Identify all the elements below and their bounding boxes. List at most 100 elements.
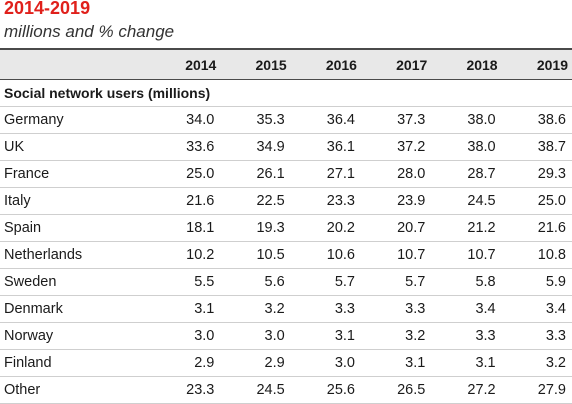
column-header-year: 2016: [290, 48, 361, 80]
table-cell-value: 18.1: [150, 214, 221, 242]
table-cell-value: 22.5: [220, 187, 291, 215]
table-row: France 25.0 26.1 27.1 28.0 28.7 29.3: [0, 160, 572, 188]
table-cell-value: 38.0: [431, 133, 502, 161]
table-cell-value: 3.2: [501, 349, 572, 377]
table-cell-value: 23.9: [360, 187, 432, 215]
row-label: Germany: [0, 106, 151, 134]
table-cell-value: 29.3: [501, 160, 572, 188]
table-row: Sweden 5.5 5.6 5.7 5.7 5.8 5.9: [0, 268, 572, 296]
data-table: 2014 2015 2016 2017 2018 2019 Social network …: [0, 48, 572, 404]
table-cell-value: 19.3: [220, 214, 291, 242]
table-cell-value: 3.3: [290, 295, 361, 323]
table-cell-value: 3.2: [220, 295, 291, 323]
row-label: Denmark: [0, 295, 151, 323]
table-cell-value: 21.6: [501, 214, 572, 242]
table-cell-value: 10.6: [290, 241, 361, 269]
table-cell-value: 10.7: [360, 241, 432, 269]
table-cell-value: 5.7: [360, 268, 432, 296]
table-cell-value: 24.5: [220, 376, 291, 404]
table-cell-value: 25.0: [501, 187, 572, 215]
table-cell-value: 26.5: [360, 376, 432, 404]
row-label: Netherlands: [0, 241, 151, 269]
row-label: Finland: [0, 349, 151, 377]
table-cell-value: 24.5: [431, 187, 502, 215]
table-cell-value: 36.4: [290, 106, 361, 134]
chart-title: 2014-2019: [4, 0, 91, 18]
row-label: Norway: [0, 322, 151, 350]
table-row: Norway 3.0 3.0 3.1 3.2 3.3 3.3: [0, 322, 572, 350]
table-row: UK 33.6 34.9 36.1 37.2 38.0 38.7: [0, 133, 572, 161]
table-cell-value: 34.9: [220, 133, 291, 161]
column-header-year: 2014: [150, 48, 221, 80]
table-cell-value: 25.6: [290, 376, 361, 404]
table-cell-value: 10.8: [501, 241, 572, 269]
table-cell-value: 20.2: [290, 214, 361, 242]
table-cell-value: 36.1: [290, 133, 361, 161]
table-cell-value: 5.8: [431, 268, 502, 296]
table-cell-value: 5.9: [501, 268, 572, 296]
table-cell-value: 33.6: [150, 133, 221, 161]
row-label: Italy: [0, 187, 151, 215]
header-label-cell: [0, 48, 151, 80]
table-cell-value: 34.0: [150, 106, 221, 134]
table-cell-value: 25.0: [150, 160, 221, 188]
table-row: Germany 34.0 35.3 36.4 37.3 38.0 38.6: [0, 106, 572, 134]
table-row: Finland 2.9 2.9 3.0 3.1 3.1 3.2: [0, 349, 572, 377]
table-cell-value: 3.4: [431, 295, 502, 323]
row-label: Sweden: [0, 268, 151, 296]
table-cell-value: 28.0: [360, 160, 432, 188]
table-cell-value: 5.5: [150, 268, 221, 296]
table-cell-value: 27.9: [501, 376, 572, 404]
table-cell-value: 3.1: [290, 322, 361, 350]
table-cell-value: 37.2: [360, 133, 432, 161]
table-row: Spain 18.1 19.3 20.2 20.7 21.2 21.6: [0, 214, 572, 242]
table-row: Other 23.3 24.5 25.6 26.5 27.2 27.9: [0, 376, 572, 404]
table-cell-value: 38.6: [501, 106, 572, 134]
table-cell-value: 21.2: [431, 214, 502, 242]
table-cell-value: 3.0: [220, 322, 291, 350]
table-cell-value: 2.9: [150, 349, 221, 377]
table-body: Social network users (millions) Germany 3…: [0, 79, 572, 404]
table-cell-value: 23.3: [290, 187, 361, 215]
table-row: Netherlands 10.2 10.5 10.6 10.7 10.7 10.8: [0, 241, 572, 269]
table-cell-value: 5.6: [220, 268, 291, 296]
table-cell-value: 3.0: [290, 349, 361, 377]
section-label: Social network users (millions): [0, 79, 572, 107]
data-table-container: 2014 2015 2016 2017 2018 2019 Social network …: [0, 48, 572, 404]
table-cell-value: 20.7: [360, 214, 432, 242]
table-cell-value: 2.9: [220, 349, 291, 377]
table-row: Italy 21.6 22.5 23.3 23.9 24.5 25.0: [0, 187, 572, 215]
chart-subtitle: millions and % change: [4, 22, 175, 41]
row-label: France: [0, 160, 151, 188]
table-cell-value: 3.1: [150, 295, 221, 323]
row-label: UK: [0, 133, 151, 161]
table-cell-value: 3.0: [150, 322, 221, 350]
table-cell-value: 26.1: [220, 160, 291, 188]
table-cell-value: 3.4: [501, 295, 572, 323]
table-cell-value: 21.6: [150, 187, 221, 215]
table-cell-value: 3.2: [360, 322, 432, 350]
table-cell-value: 3.1: [431, 349, 502, 377]
table-cell-value: 35.3: [220, 106, 291, 134]
table-cell-value: 3.1: [360, 349, 432, 377]
table-cell-value: 28.7: [431, 160, 502, 188]
table-cell-value: 10.2: [150, 241, 221, 269]
table-cell-value: 10.7: [431, 241, 502, 269]
row-label: Spain: [0, 214, 151, 242]
column-header-year: 2019: [501, 48, 572, 80]
column-header-year: 2015: [220, 48, 291, 80]
table-cell-value: 3.3: [501, 322, 572, 350]
table-cell-value: 27.2: [431, 376, 502, 404]
column-header-year: 2017: [360, 48, 432, 80]
column-header-year: 2018: [431, 48, 502, 80]
table-cell-value: 27.1: [290, 160, 361, 188]
section-row: Social network users (millions): [0, 79, 572, 107]
row-label: Other: [0, 376, 151, 404]
table-cell-value: 10.5: [220, 241, 291, 269]
table-cell-value: 5.7: [290, 268, 361, 296]
table-cell-value: 23.3: [150, 376, 221, 404]
table-cell-value: 38.7: [501, 133, 572, 161]
table-cell-value: 37.3: [360, 106, 432, 134]
table-cell-value: 3.3: [431, 322, 502, 350]
table-header-row: 2014 2015 2016 2017 2018 2019: [0, 48, 572, 80]
